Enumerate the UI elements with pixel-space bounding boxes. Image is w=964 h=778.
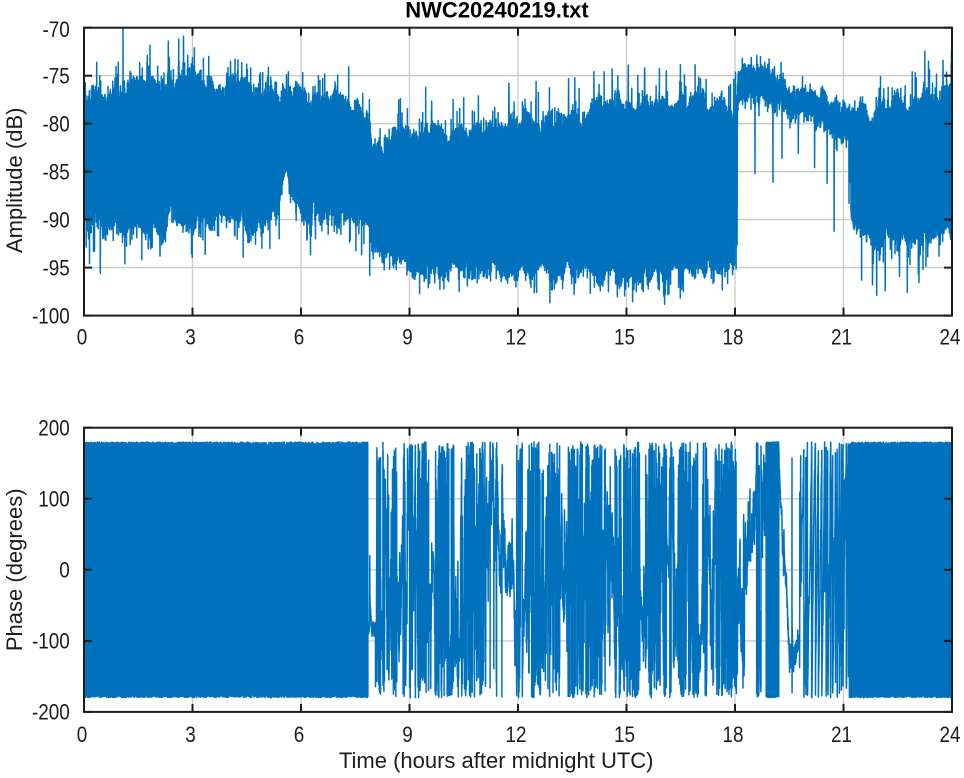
svg-text:-80: -80 (43, 112, 70, 137)
svg-text:3: 3 (185, 722, 196, 747)
svg-text:Phase (degrees): Phase (degrees) (2, 488, 27, 651)
svg-text:200: 200 (38, 416, 70, 441)
svg-text:6: 6 (294, 722, 305, 747)
svg-text:21: 21 (831, 325, 852, 350)
svg-text:15: 15 (614, 325, 635, 350)
svg-text:9: 9 (402, 722, 413, 747)
svg-text:9: 9 (402, 325, 413, 350)
svg-text:18: 18 (723, 325, 744, 350)
svg-text:0: 0 (59, 558, 70, 583)
svg-text:-100: -100 (32, 303, 70, 328)
svg-text:-95: -95 (43, 255, 70, 280)
svg-text:NWC20240219.txt: NWC20240219.txt (405, 0, 589, 22)
svg-text:100: 100 (38, 487, 70, 512)
svg-text:15: 15 (614, 722, 635, 747)
svg-text:21: 21 (831, 722, 852, 747)
svg-text:-85: -85 (43, 160, 70, 185)
svg-text:18: 18 (723, 722, 744, 747)
svg-text:-70: -70 (43, 17, 70, 42)
svg-text:-200: -200 (32, 700, 70, 725)
svg-text:-90: -90 (43, 207, 70, 232)
svg-text:0: 0 (77, 722, 88, 747)
svg-text:24: 24 (940, 722, 961, 747)
svg-text:6: 6 (294, 325, 305, 350)
svg-text:Amplitude (dB): Amplitude (dB) (2, 108, 27, 254)
svg-text:Time (hours after midnight UTC: Time (hours after midnight UTC) (339, 748, 654, 773)
svg-text:-100: -100 (32, 629, 70, 654)
svg-text:0: 0 (77, 325, 88, 350)
svg-text:-75: -75 (43, 64, 70, 89)
svg-text:12: 12 (506, 325, 527, 350)
svg-text:12: 12 (506, 722, 527, 747)
svg-text:24: 24 (940, 325, 961, 350)
svg-text:3: 3 (185, 325, 196, 350)
